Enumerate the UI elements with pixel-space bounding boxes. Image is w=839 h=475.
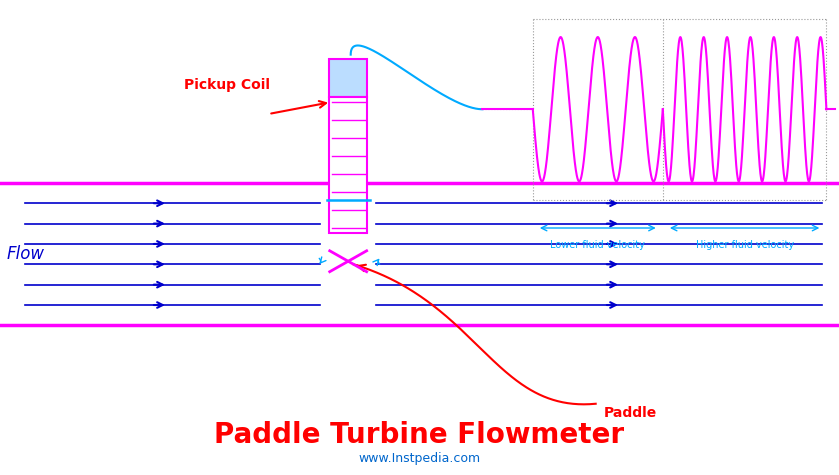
Text: Flow: Flow (7, 245, 44, 263)
Text: Paddle Turbine Flowmeter: Paddle Turbine Flowmeter (215, 421, 624, 448)
Text: Paddle: Paddle (604, 406, 657, 420)
Bar (329, 59, 367, 97)
Text: Pickup Coil: Pickup Coil (184, 78, 269, 93)
Bar (329, 97, 367, 233)
Text: www.Instpedia.com: www.Instpedia.com (358, 452, 481, 465)
Text: Higher fluid velocity: Higher fluid velocity (696, 240, 794, 250)
Text: Lower fluid velocity: Lower fluid velocity (550, 240, 645, 250)
